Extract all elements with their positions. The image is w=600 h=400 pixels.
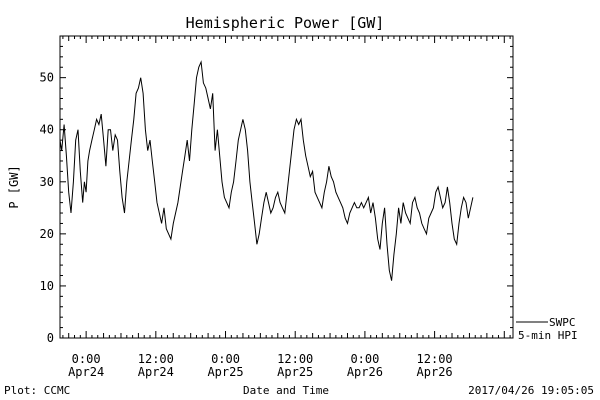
x-tick-time-label: 0:00 — [211, 352, 240, 366]
legend: SWPC 5-min HPI — [516, 316, 578, 342]
x-tick-date-label: Apr24 — [138, 365, 174, 379]
y-tick-label: 40 — [40, 123, 54, 137]
plot-frame — [59, 35, 514, 339]
y-tick-label: 0 — [47, 331, 54, 345]
footer-credit: Plot: CCMC — [4, 384, 70, 397]
chart-title: Hemispheric Power [GW] — [186, 14, 385, 32]
x-tick-time-label: 12:00 — [417, 352, 453, 366]
y-tick-label: 20 — [40, 227, 54, 241]
x-tick-date-label: Apr25 — [277, 365, 313, 379]
x-tick-date-label: Apr26 — [417, 365, 453, 379]
x-tick-date-label: Apr25 — [207, 365, 243, 379]
y-tick-label: 50 — [40, 71, 54, 85]
x-axis: 0:00Apr2412:00Apr240:00Apr2512:00Apr250:… — [62, 36, 511, 379]
x-tick-time-label: 0:00 — [350, 352, 379, 366]
y-tick-label: 10 — [40, 279, 54, 293]
y-tick-label: 30 — [40, 175, 54, 189]
series-line-hpi — [59, 60, 474, 281]
x-tick-time-label: 12:00 — [277, 352, 313, 366]
x-tick-date-label: Apr26 — [347, 365, 383, 379]
footer-timestamp: 2017/04/26 19:05:05 — [468, 384, 594, 397]
y-axis-label: P [GW] — [7, 165, 21, 208]
x-tick-time-label: 12:00 — [138, 352, 174, 366]
x-tick-date-label: Apr24 — [68, 365, 104, 379]
x-tick-time-label: 0:00 — [72, 352, 101, 366]
x-axis-label: Date and Time — [243, 384, 329, 397]
legend-line2: 5-min HPI — [518, 329, 578, 342]
y-axis: 0 10 20 30 40 50 — [40, 35, 513, 345]
legend-line1: SWPC — [549, 316, 576, 329]
